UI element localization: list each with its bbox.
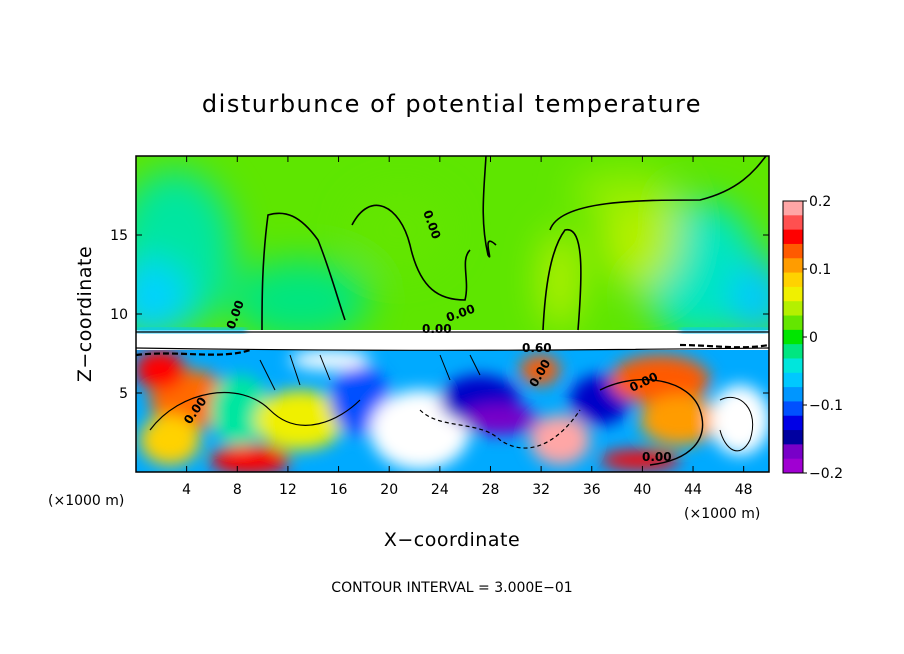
x-tick-label: 24	[431, 482, 449, 498]
x-axis-label: X−coordinate	[384, 529, 520, 551]
x-tick-label: 36	[583, 482, 601, 498]
colorbar-cell	[783, 243, 803, 259]
colorbar: 0.2 0.1 0 −0.1 −0.2	[782, 194, 843, 482]
y-axis-ticks: 5 10 15	[110, 228, 769, 402]
colorbar-cell	[783, 358, 803, 374]
colorbar-cell	[783, 215, 803, 231]
colorbar-cell	[783, 444, 803, 460]
colorbar-tick-label: −0.1	[809, 398, 843, 414]
x-axis-unit-right: (×1000 m)	[684, 506, 760, 522]
x-tick-label: 48	[735, 482, 753, 498]
colorbar-cell	[783, 415, 803, 431]
colorbar-tick-label: 0.1	[809, 262, 831, 278]
colorbar-cell	[783, 458, 803, 474]
contour-label: 0.60	[522, 341, 552, 355]
y-tick-label: 5	[119, 386, 128, 402]
colorbar-cell	[783, 372, 803, 388]
y-tick-label: 15	[110, 228, 128, 244]
heatmap-field	[136, 156, 769, 472]
contour-label: 0.00	[422, 322, 452, 336]
colorbar-cell	[783, 315, 803, 331]
contour-interval-note: CONTOUR INTERVAL = 3.000E−01	[331, 580, 572, 596]
y-tick-label: 10	[110, 307, 128, 323]
x-tick-label: 16	[330, 482, 348, 498]
x-tick-label: 4	[182, 482, 191, 498]
x-tick-label: 8	[233, 482, 242, 498]
colorbar-tick-label: −0.2	[809, 466, 843, 482]
x-tick-label: 12	[279, 482, 297, 498]
x-tick-label: 44	[684, 482, 702, 498]
colorbar-cell	[783, 229, 803, 245]
colorbar-cell	[783, 430, 803, 445]
x-tick-label: 32	[532, 482, 550, 498]
colorbar-tick-label: 0	[809, 330, 818, 346]
y-axis-label: Z−coordinate	[74, 246, 96, 382]
x-axis-unit-left: (×1000 m)	[48, 493, 124, 509]
contour-label: 0.00	[642, 450, 672, 464]
colorbar-cell	[783, 301, 803, 317]
x-tick-label: 20	[380, 482, 398, 498]
colorbar-cell	[783, 344, 803, 359]
colorbar-cell	[783, 329, 803, 345]
colorbar-tick-label: 0.2	[809, 194, 831, 210]
chart-title: disturbunce of potential temperature	[202, 90, 702, 118]
contour-label-group: 0.00 0.00 0.00 0.00 0.00 0.60 0.00 0.00 …	[181, 208, 672, 464]
x-axis-ticks: 4 8 12 16 20 24 28 32 36 40 44 48	[182, 156, 753, 498]
colorbar-cell	[783, 201, 803, 216]
x-tick-label: 40	[633, 482, 651, 498]
colorbar-cell	[783, 258, 803, 274]
x-tick-label: 28	[482, 482, 500, 498]
colorbar-cell	[783, 286, 803, 302]
colorbar-cell	[783, 272, 803, 288]
colorbar-cell	[783, 401, 803, 417]
colorbar-cell	[783, 387, 803, 402]
